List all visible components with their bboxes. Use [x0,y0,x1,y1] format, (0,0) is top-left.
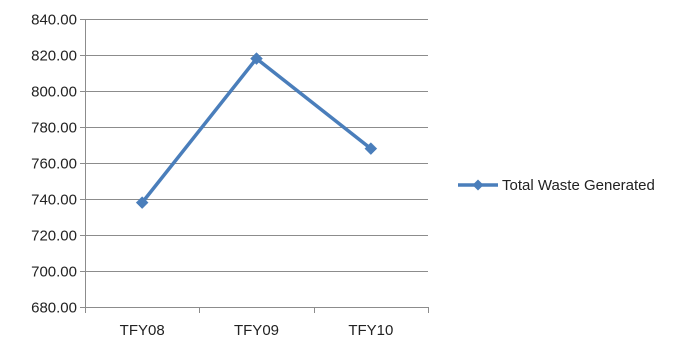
y-tick-label: 700.00 [31,264,77,281]
legend-label: Total Waste Generated [502,177,655,194]
x-axis-tick-labels: TFY08 TFY09 TFY10 [120,322,394,339]
legend: Total Waste Generated [458,177,655,194]
y-tick-label: 840.00 [31,12,77,29]
data-point-marker [135,196,149,209]
axes [80,19,429,313]
data-point-marker [250,52,263,65]
x-tick-label: TFY08 [120,322,165,339]
x-tick-label: TFY10 [348,322,393,339]
y-tick-label: 720.00 [31,228,77,245]
y-tick-label: 780.00 [31,120,77,137]
y-tick-label: 820.00 [31,48,77,65]
legend-swatch-marker [472,179,484,191]
y-tick-label: 760.00 [31,156,77,173]
y-axis-tick-labels: 680.00 700.00 720.00 740.00 760.00 780.00 800.… [31,12,77,317]
y-tick-label: 740.00 [31,192,77,209]
x-tick-label: TFY09 [234,322,279,339]
y-tick-label: 800.00 [31,84,77,101]
series [135,52,378,209]
data-point-marker [364,142,378,155]
y-tick-label: 680.00 [31,300,77,317]
series-line [140,56,373,205]
